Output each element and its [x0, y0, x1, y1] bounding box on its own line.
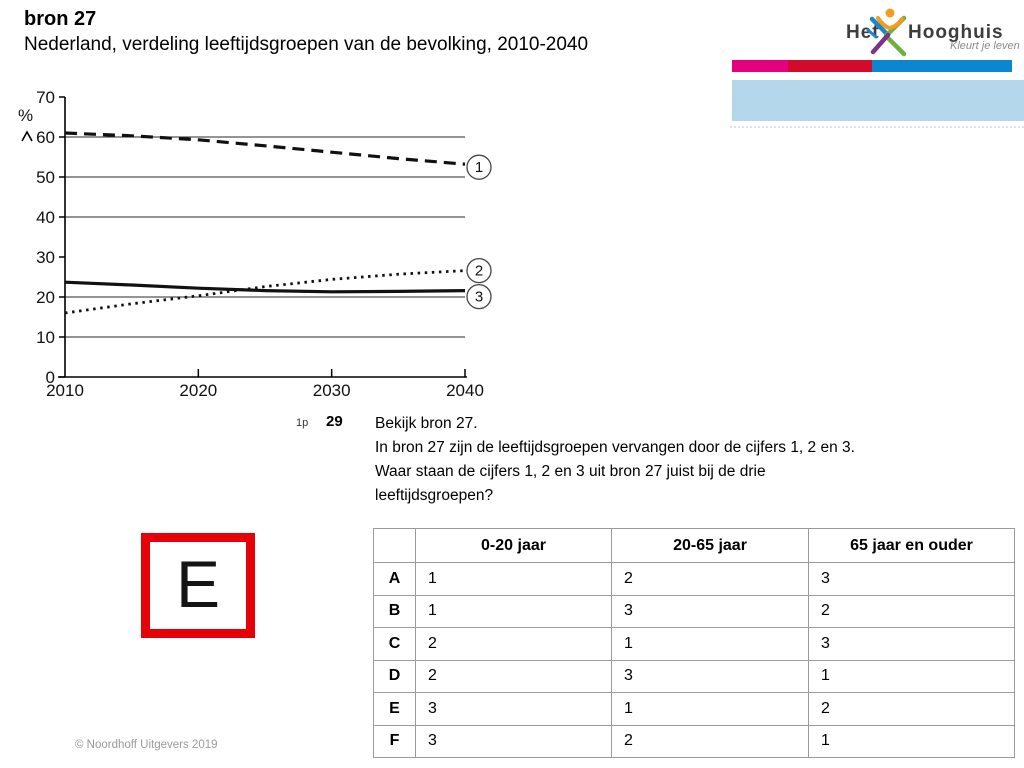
cell-value: 3: [415, 724, 612, 758]
cell-value: 1: [415, 562, 612, 596]
row-label: D: [373, 659, 416, 693]
brand-bar-pink: [732, 60, 788, 72]
table-head: 0-20 jaar 20-65 jaar 65 jaar en ouder: [373, 528, 1015, 563]
cell-value: 3: [808, 562, 1015, 596]
y-tick-label: 50: [36, 168, 55, 187]
brand-bar-blue: [872, 60, 1012, 72]
page-subtitle: Nederland, verdeling leeftijdsgroepen va…: [24, 34, 589, 55]
series-end-circle-3: [466, 283, 492, 310]
y-axis-arrow-icon: [21, 130, 33, 142]
series-line-1: [64, 131, 466, 166]
cell-value: 2: [611, 724, 809, 758]
logo-prefix: Het: [846, 22, 880, 43]
question-number: 29: [326, 413, 343, 430]
cell-value: 3: [611, 594, 809, 628]
series-end-label-3: 3: [475, 289, 483, 306]
cell-value: 3: [415, 692, 612, 726]
cell-value: 3: [611, 659, 809, 693]
table-header-cell: 0-20 jaar: [415, 528, 612, 563]
copyright-note: © Noordhoff Uitgevers 2019: [75, 739, 218, 751]
series-end-label-2: 2: [475, 263, 483, 280]
cell-value: 1: [611, 627, 809, 661]
x-tick-label: 2020: [179, 381, 217, 400]
cell-value: 2: [415, 627, 612, 661]
cell-value: 2: [415, 659, 612, 693]
y-tick-label: 20: [36, 288, 55, 307]
row-label: C: [373, 627, 416, 661]
table-header-row: 0-20 jaar 20-65 jaar 65 jaar en ouder: [373, 528, 1015, 563]
cell-value: 2: [808, 692, 1015, 726]
y-tick-label: 30: [36, 248, 55, 267]
row-label: F: [373, 724, 416, 758]
y-tick-label: 60: [36, 128, 55, 147]
table-header-cell: 20-65 jaar: [611, 528, 809, 563]
table-header-cell: 65 jaar en ouder: [808, 528, 1015, 563]
brand-panel: [732, 80, 1024, 121]
page-title: bron 27: [24, 8, 97, 30]
divider-dotted-line: [730, 126, 1024, 128]
question-line: In bron 27 zijn de leeftijdsgroepen verv…: [375, 439, 855, 456]
question-points: 1p: [296, 417, 309, 429]
cell-value: 3: [808, 627, 1015, 661]
series-line-2: [64, 269, 466, 315]
y-tick-label: 70: [36, 88, 55, 107]
cell-value: 1: [415, 594, 612, 628]
x-tick-label: 2010: [46, 381, 84, 400]
x-tick-label: 2030: [313, 381, 351, 400]
y-tick-label: 10: [36, 328, 55, 347]
cell-value: 1: [808, 724, 1015, 758]
question-line: leeftijdsgroepen?: [375, 487, 494, 504]
row-label: A: [373, 562, 416, 596]
series-line-3: [64, 280, 466, 294]
x-tick-label: 2040: [446, 381, 484, 400]
logo-tagline: Kleurt je leven: [950, 40, 1020, 52]
hooghuis-figure-icon: [866, 8, 907, 57]
y-axis-unit-label: %: [18, 106, 33, 125]
row-label: B: [373, 594, 416, 628]
brand-bar-red: [788, 60, 872, 72]
question-line: Bekijk bron 27.: [375, 415, 478, 432]
y-tick-label: 40: [36, 208, 55, 227]
row-label: E: [373, 692, 416, 726]
series-end-label-1: 1: [475, 159, 483, 176]
answer-box: E: [141, 533, 255, 638]
y-tick-label: 0: [46, 368, 55, 387]
question-text: Bekijk bron 27. In bron 27 zijn de leeft…: [375, 412, 955, 508]
cell-value: 2: [611, 562, 809, 596]
series-end-circle-2: [466, 257, 492, 284]
answer-letter: E: [175, 546, 221, 621]
series-end-circle-1: [466, 154, 492, 180]
logo-name: Hooghuis: [908, 22, 1004, 43]
cell-value: 2: [808, 594, 1015, 628]
question-line: Waar staan de cijfers 1, 2 en 3 uit bron…: [375, 463, 766, 480]
cell-value: 1: [611, 692, 809, 726]
table-header-cell: [373, 528, 416, 563]
cell-value: 1: [808, 659, 1015, 693]
